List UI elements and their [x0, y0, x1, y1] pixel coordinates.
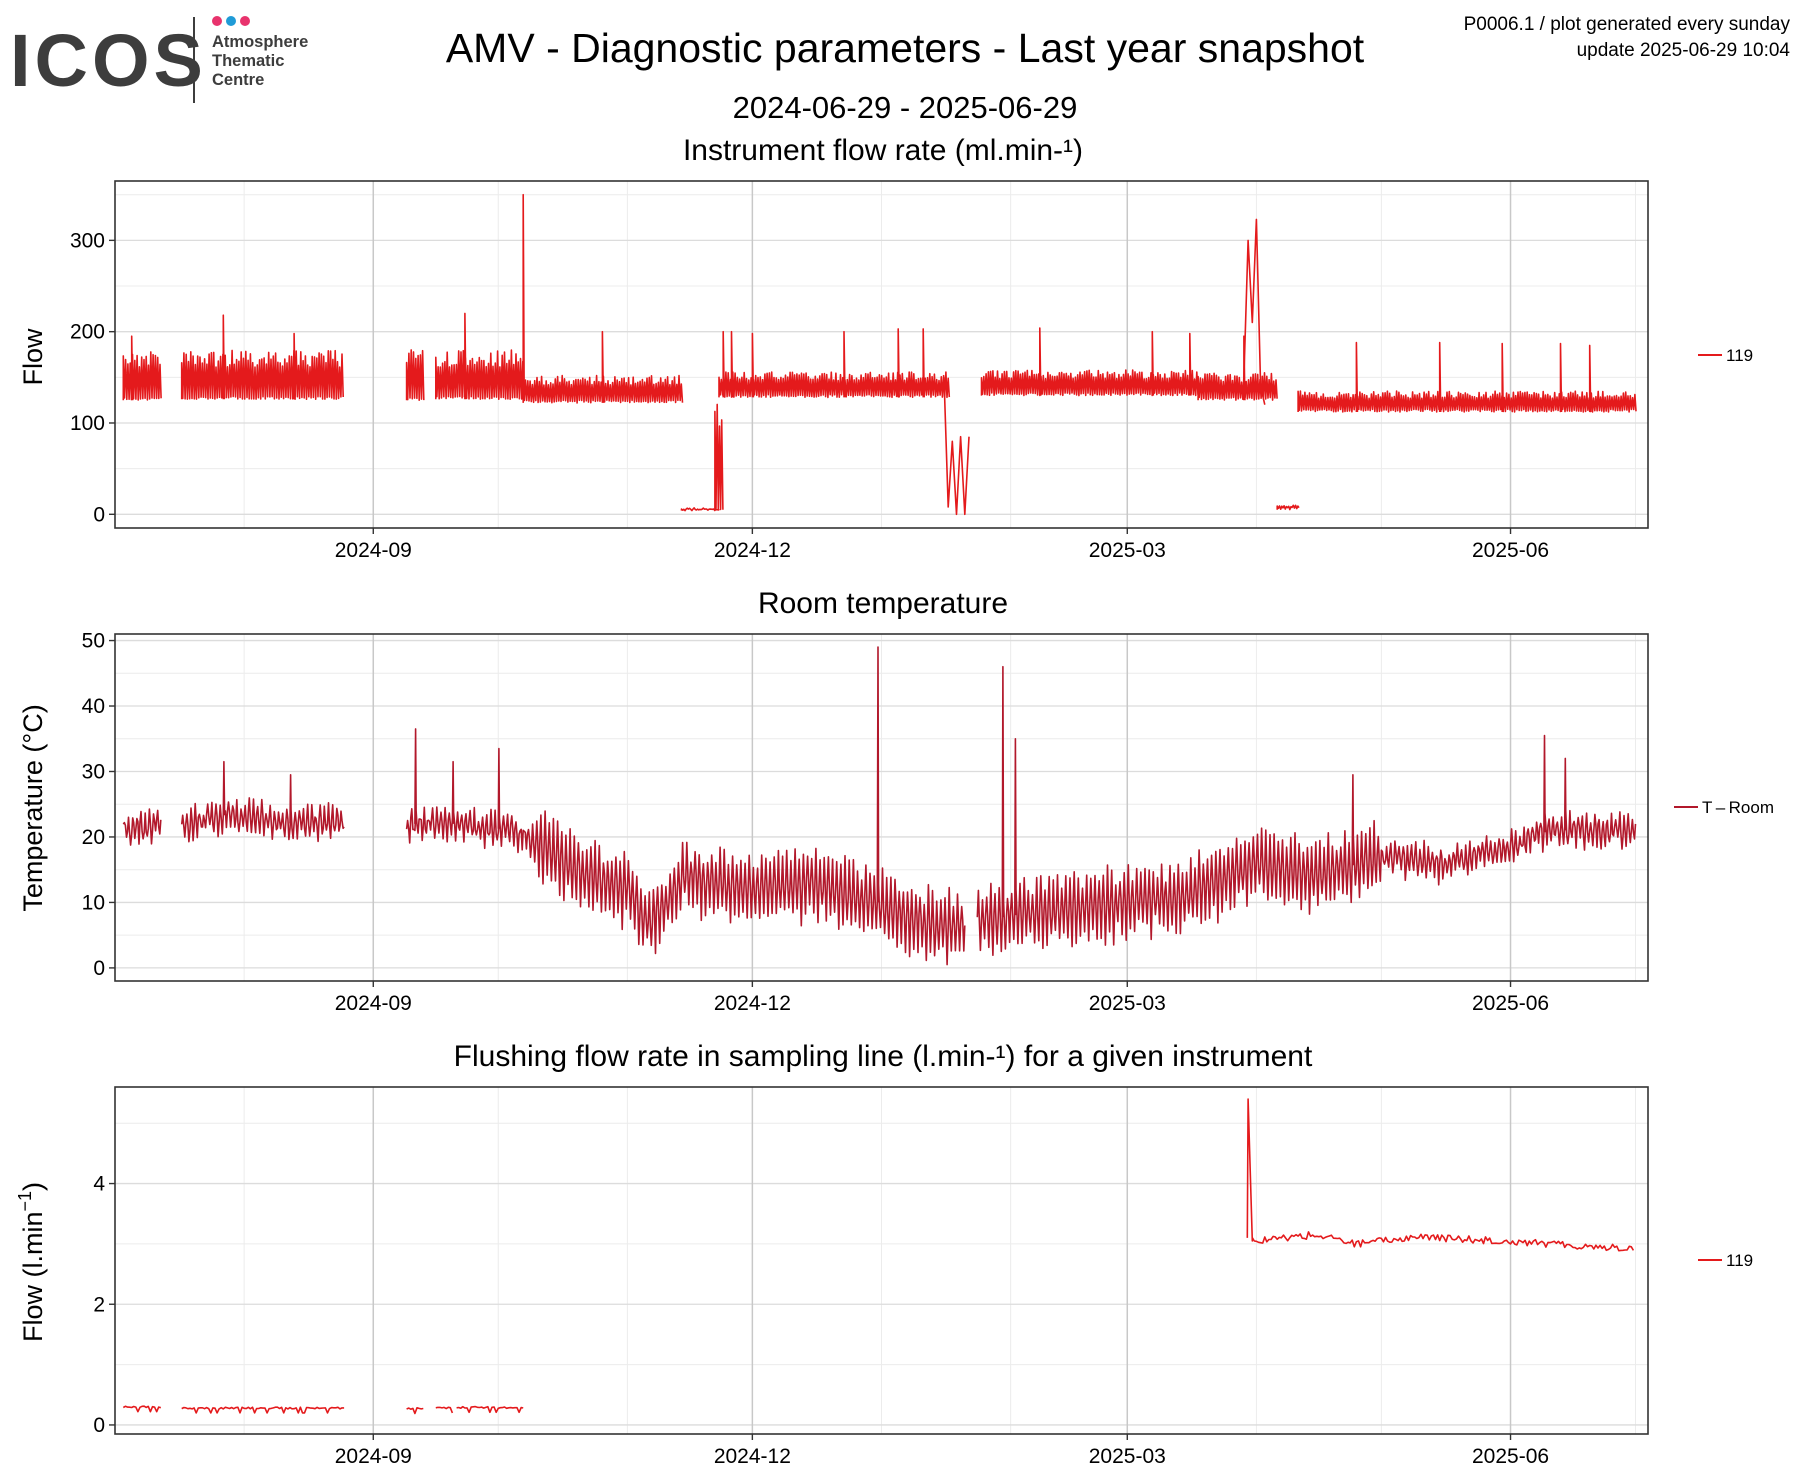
y-tick-label: 0 — [93, 503, 105, 526]
series-line — [122, 335, 162, 401]
series-line — [435, 1406, 454, 1414]
grid — [115, 1087, 1648, 1434]
legend-label: T – Room — [1702, 798, 1774, 817]
x-tick-label: 2025-03 — [1089, 1445, 1166, 1468]
panel-instrument-flow: Instrument flow rate (ml.min-¹) Flow 0 10… — [18, 134, 1753, 562]
grid — [115, 181, 1648, 528]
legend-label: 119 — [1726, 346, 1753, 365]
series-line — [714, 403, 724, 511]
y-axis-label: Temperature (°C) — [18, 704, 48, 911]
x-tick-label: 2024-12 — [714, 539, 791, 562]
series-line — [181, 1406, 345, 1414]
y-tick-label: 100 — [70, 412, 105, 435]
page-title: AMV - Diagnostic parameters - Last year … — [446, 25, 1365, 71]
x-tick-label: 2024-09 — [335, 539, 412, 562]
series-line — [1243, 218, 1266, 405]
y-axis-label-main: Flow (l.min — [18, 1212, 48, 1343]
y-tick-label: 10 — [82, 891, 105, 914]
plot-border — [114, 633, 1649, 982]
legend: 119 — [1698, 1251, 1753, 1270]
meta-line-2: update 2025-06-29 10:04 — [1577, 40, 1791, 61]
logo-divider — [193, 17, 195, 103]
y-tick-label: 200 — [70, 321, 105, 344]
icos-logo: ICOS Atmosphere Thematic Centre — [10, 16, 308, 103]
x-tick-label: 2025-06 — [1472, 1445, 1549, 1468]
x-tick-label: 2025-06 — [1472, 539, 1549, 562]
y-tick-label: 20 — [82, 826, 105, 849]
series-line — [1297, 341, 1637, 413]
y-tick-label: 40 — [82, 695, 105, 718]
plot-area: 0 100 200 300 2024-09 2024-12 2025-03 2025-06 11… — [70, 180, 1753, 562]
series-line — [522, 330, 684, 404]
series-line — [718, 328, 951, 399]
x-tick-label: 2024-12 — [714, 992, 791, 1015]
y-tick-label: 0 — [93, 1414, 105, 1437]
series-line — [406, 1407, 424, 1415]
series-line — [1276, 504, 1300, 511]
x-tick-label: 2025-03 — [1089, 539, 1166, 562]
plot-area: 0 10 20 30 40 50 2024-09 2024-12 2025-03 2025-06 T… — [82, 630, 1774, 1015]
x-tick-label: 2025-03 — [1089, 992, 1166, 1015]
panel-title: Room temperature — [758, 587, 1008, 620]
x-tick-label: 2024-12 — [714, 1445, 791, 1468]
y-axis-label: Flow — [18, 328, 48, 386]
plot-border — [114, 180, 1649, 529]
y-tick-label: 50 — [82, 630, 105, 653]
series-line — [456, 1405, 524, 1414]
meta-line-1: P0006.1 / plot generated every sunday — [1464, 14, 1791, 35]
y-tick-label: 30 — [82, 760, 105, 783]
series-T – Room — [122, 646, 1637, 966]
y-axis-label: Flow (l.min−1) — [15, 1182, 48, 1342]
series-line — [122, 646, 1637, 966]
logo-line-1: Atmosphere — [212, 33, 308, 51]
plot-border — [114, 1086, 1649, 1435]
x-tick-label: 2024-09 — [335, 1445, 412, 1468]
series-119 — [122, 1098, 1635, 1415]
date-range: 2024-06-29 - 2025-06-29 — [733, 90, 1078, 125]
logo-dot-1 — [212, 16, 222, 26]
series-line — [180, 314, 344, 400]
series-line — [435, 193, 525, 400]
legend: 119 — [1698, 346, 1753, 365]
plot-area: 0 2 4 2024-09 2024-12 2025-03 2025-06 119 — [93, 1086, 1753, 1468]
series-line — [405, 349, 425, 401]
panel-room-temperature: Room temperature Temperature (°C) 0 10 20 3… — [18, 587, 1774, 1015]
series-119 — [122, 193, 1637, 516]
y-tick-label: 2 — [93, 1293, 105, 1316]
logo-dot-3 — [240, 16, 250, 26]
series-line — [943, 377, 970, 516]
y-tick-label: 0 — [93, 957, 105, 980]
logo-line-3: Centre — [212, 71, 264, 89]
y-tick-label: 4 — [93, 1173, 105, 1196]
y-axis-label-sup: −1 — [15, 1191, 35, 1212]
logo-line-2: Thematic — [212, 52, 284, 70]
panel-title: Instrument flow rate (ml.min-¹) — [683, 134, 1083, 167]
series-line — [122, 1405, 162, 1413]
logo-wordmark: ICOS — [10, 19, 207, 102]
x-tick-label: 2024-09 — [335, 992, 412, 1015]
series-line — [680, 507, 720, 512]
series-line — [1197, 335, 1278, 401]
panel-title: Flushing flow rate in sampling line (l.m… — [454, 1040, 1313, 1073]
logo-dot-2 — [226, 16, 236, 26]
series-line — [1246, 1098, 1635, 1252]
series-line — [980, 327, 1199, 397]
x-tick-label: 2025-06 — [1472, 992, 1549, 1015]
legend: T – Room — [1674, 798, 1774, 817]
y-tick-label: 300 — [70, 229, 105, 252]
legend-label: 119 — [1726, 1251, 1753, 1270]
y-axis-label-close: ) — [18, 1182, 48, 1191]
panel-flushing-flow: Flushing flow rate in sampling line (l.m… — [15, 1040, 1753, 1468]
